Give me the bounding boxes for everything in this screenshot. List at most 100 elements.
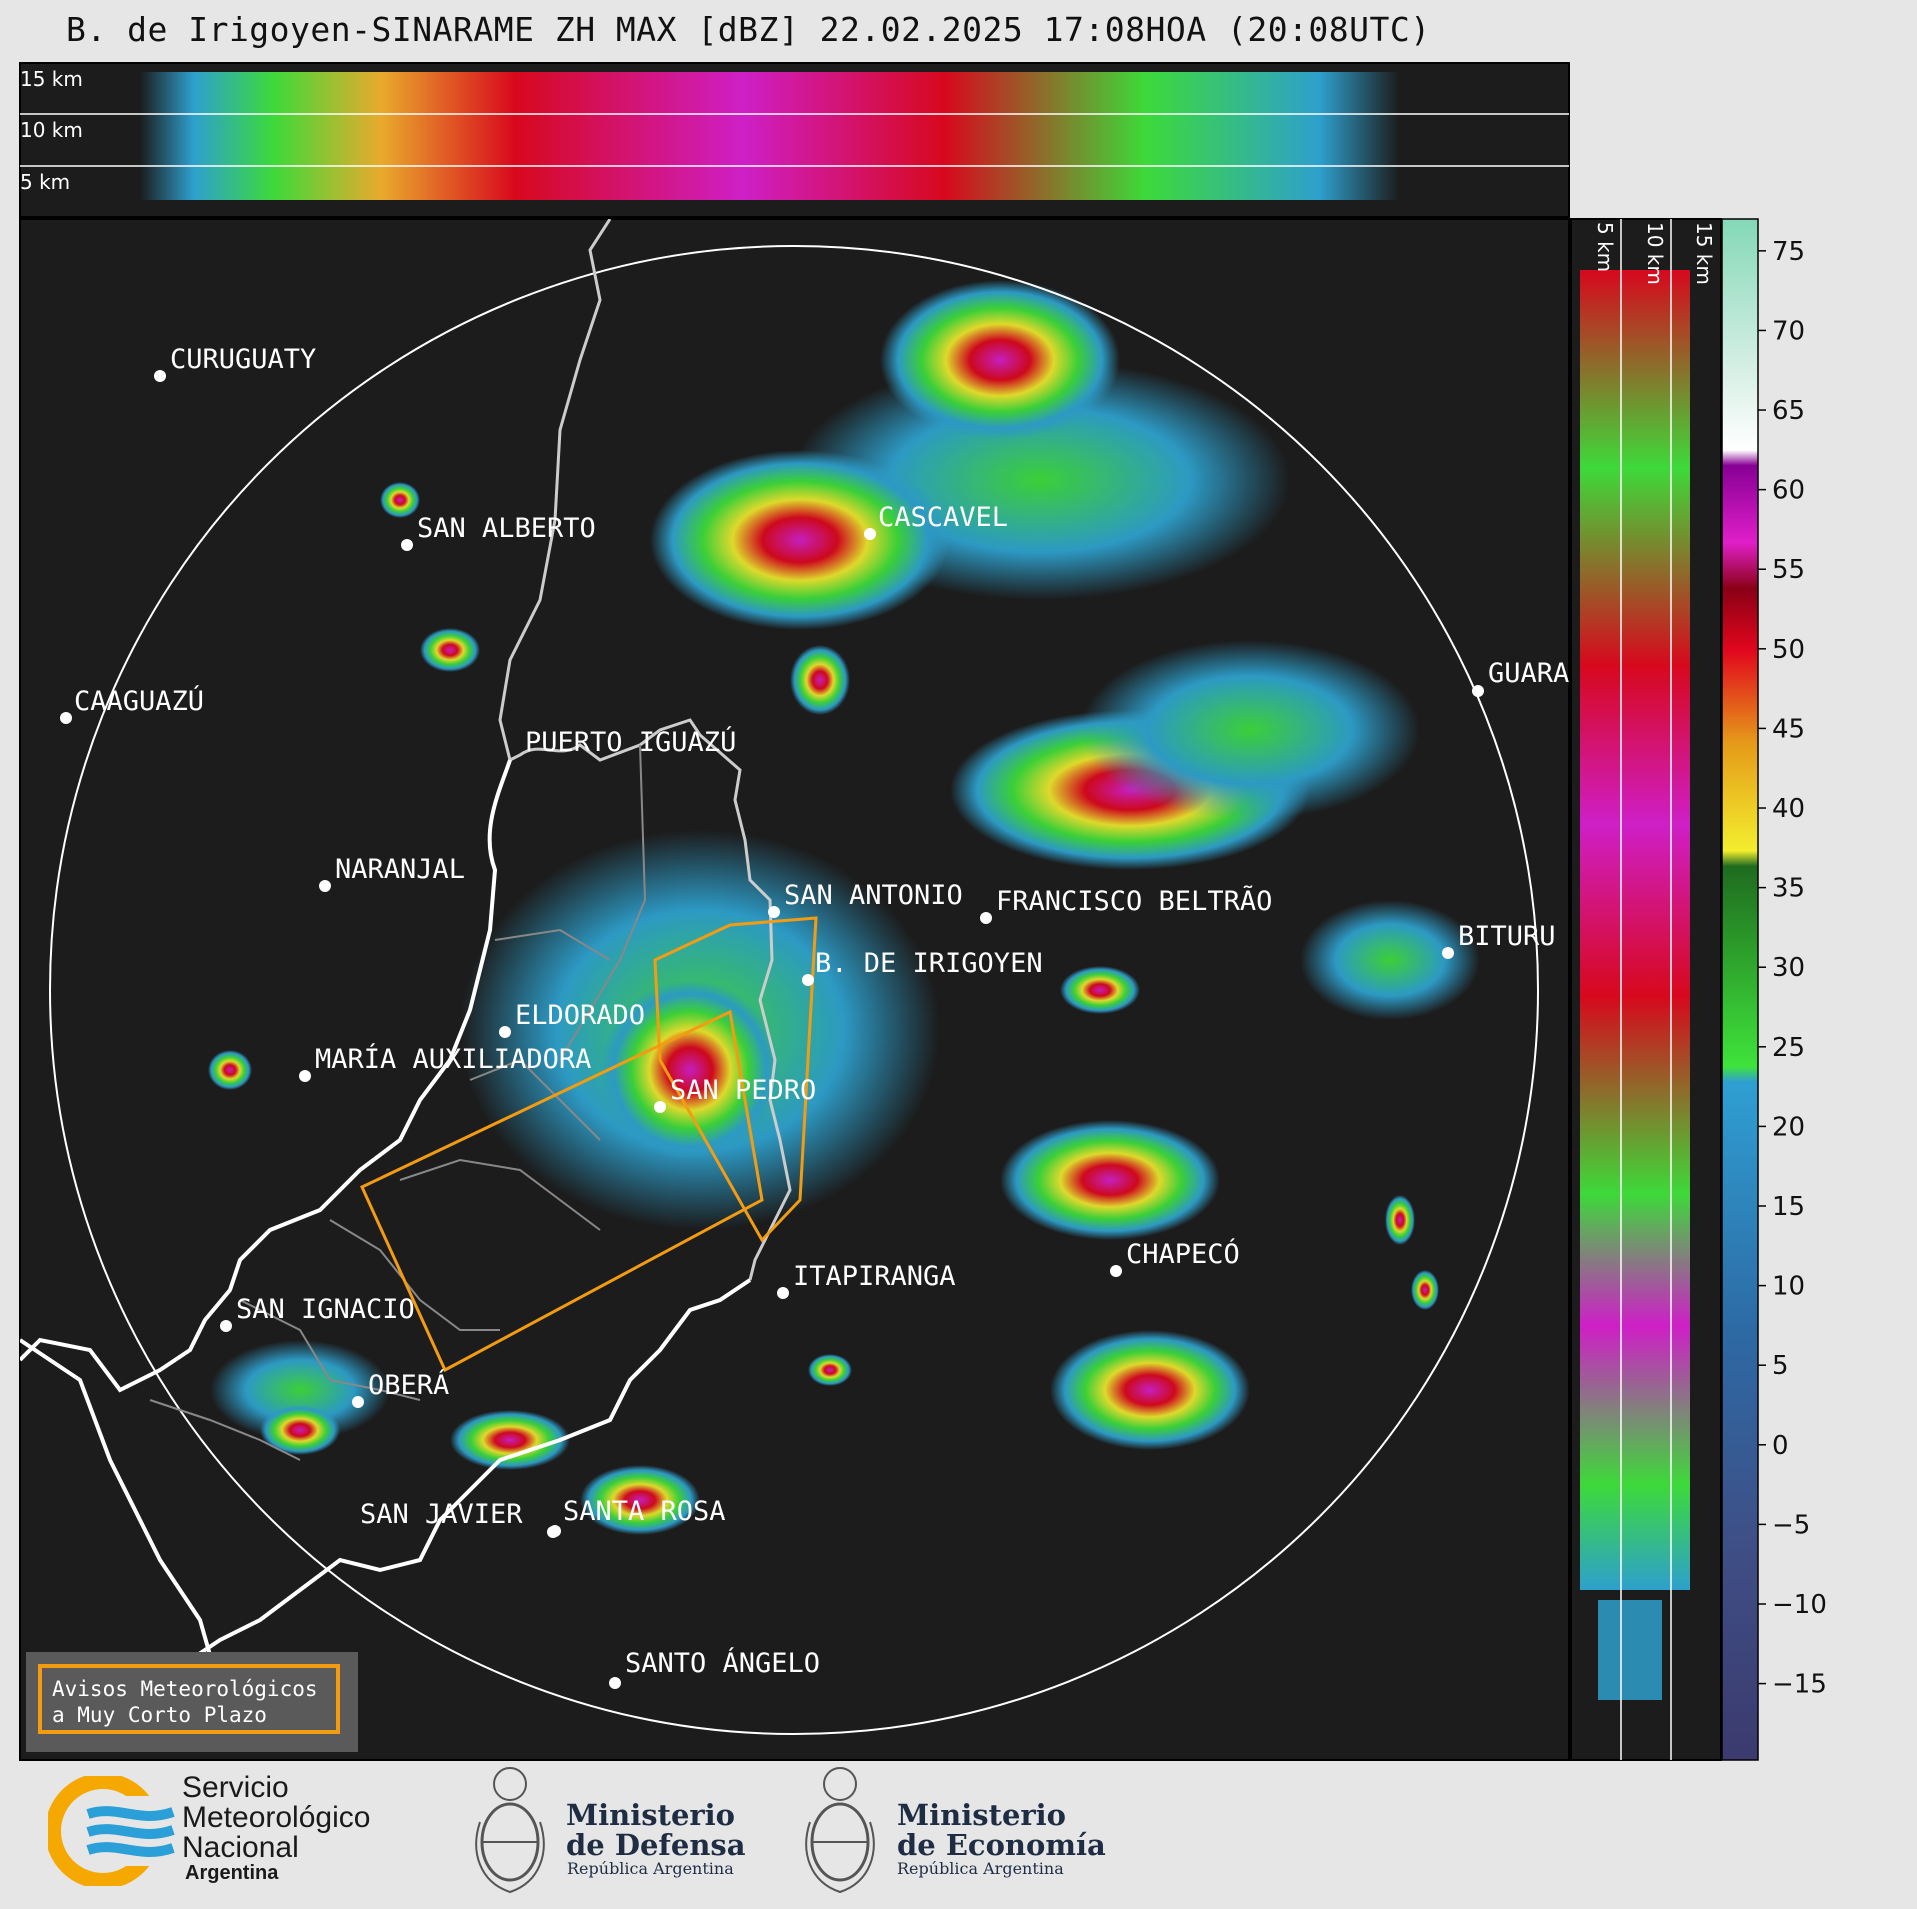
defensa-logo-text: Ministerio de Defensa — [566, 1800, 746, 1860]
smn-line-4: Argentina — [185, 1862, 279, 1884]
defensa-line-2: de Defensa — [566, 1828, 746, 1862]
city-label: SANTO ÁNGELO — [625, 1647, 820, 1679]
smn-line-1: Servicio — [182, 1771, 289, 1804]
city-label: ITAPIRANGA — [793, 1261, 956, 1292]
city-dot — [220, 1320, 232, 1332]
warning-polygon-south — [360, 1009, 764, 1373]
economia-line-3: República Argentina — [897, 1859, 1064, 1878]
legend-line-2: a Muy Corto Plazo — [52, 1703, 267, 1727]
city-dot — [802, 974, 814, 986]
smn-line-2: Meteorológico — [182, 1801, 371, 1834]
city-markers: CURUGUATY SAN ALBERTO CASCAVEL CAAGUAZÚ GUAR… — [60, 344, 1569, 1689]
colorbar-tick-label: −15 — [1772, 1670, 1827, 1700]
city-label: CHAPECÓ — [1126, 1238, 1240, 1270]
colorbar-tick-label: −5 — [1772, 1510, 1810, 1540]
city-label: B. DE IRIGOYEN — [815, 948, 1043, 979]
city-dot — [299, 1070, 311, 1082]
legend-line-1: Avisos Meteorológicos — [52, 1677, 318, 1701]
colorbar-tick-label: 45 — [1772, 714, 1805, 744]
city-dot — [154, 370, 166, 382]
city-label: NARANJAL — [335, 854, 465, 885]
city-label: CAAGUAZÚ — [74, 685, 204, 717]
city-label: FRANCISCO BELTRÃO — [996, 885, 1272, 917]
colorbar-tick-label: −10 — [1772, 1590, 1827, 1620]
city-dot — [777, 1287, 789, 1299]
colorbar-tick-label: 25 — [1772, 1033, 1805, 1063]
colorbar-tick-label: 35 — [1772, 874, 1805, 904]
economia-logo-text: Ministerio de Economía — [897, 1800, 1106, 1860]
smn-line-3: Nacional — [182, 1831, 299, 1864]
city-label: ELDORADO — [515, 1000, 645, 1031]
city-label: CASCAVEL — [878, 502, 1008, 533]
city-dot — [980, 912, 992, 924]
argentina-border-south — [20, 1338, 222, 1691]
city-dot — [499, 1026, 511, 1038]
city-label: GUARA — [1488, 658, 1569, 689]
city-dot — [547, 1526, 559, 1538]
city-dot — [60, 712, 72, 724]
smn-logo-icon — [48, 1776, 175, 1886]
legend-warning-item: Avisos Meteorológicos a Muy Corto Plazo — [38, 1664, 340, 1734]
city-label: PUERTO IGUAZÚ — [525, 726, 736, 758]
coat-of-arms-economia-icon — [805, 1767, 875, 1894]
city-dot — [319, 880, 331, 892]
city-label: OBERÁ — [368, 1369, 449, 1401]
city-label: SAN ANTONIO — [784, 880, 963, 911]
colorbar-tick-label: 15 — [1772, 1192, 1805, 1222]
colorbar-tick-label: 0 — [1772, 1431, 1789, 1461]
city-dot — [654, 1101, 666, 1113]
top-label-5km: 5 km — [20, 170, 70, 194]
side-height-panel: 5 km 10 km 15 km — [1570, 218, 1722, 1761]
city-dot — [1472, 685, 1484, 697]
economia-line-1: Ministerio — [897, 1798, 1067, 1832]
colorbar-tick-label: 60 — [1772, 476, 1805, 506]
colorbar-tick-label: 10 — [1772, 1272, 1805, 1302]
city-label: MARÍA AUXILIADORA — [315, 1043, 591, 1075]
colorbar-tick-label: 55 — [1772, 555, 1805, 585]
reflectivity-echoes — [208, 280, 1480, 1535]
city-label: SANTA ROSA — [563, 1496, 726, 1527]
colorbar-tick-label: 5 — [1772, 1351, 1789, 1381]
argentina-border — [20, 759, 752, 1662]
city-label: SAN IGNACIO — [236, 1294, 415, 1325]
defensa-line-3: República Argentina — [567, 1859, 734, 1878]
city-dot — [401, 539, 413, 551]
page-title: B. de Irigoyen-SINARAME ZH MAX [dBZ] 22.… — [66, 10, 1431, 49]
side-label-15km: 15 km — [1692, 222, 1716, 285]
colorbar-tick-label: 50 — [1772, 635, 1805, 665]
city-label: SAN PEDRO — [670, 1075, 816, 1106]
range-ring — [49, 245, 1539, 1735]
smn-logo-text: Servicio Meteorológico Nacional — [182, 1773, 370, 1863]
warning-polygon-north — [653, 916, 818, 1243]
colorbar-tick-label: 30 — [1772, 953, 1805, 983]
radar-map: CURUGUATY SAN ALBERTO CASCAVEL CAAGUAZÚ GUAR… — [19, 218, 1570, 1761]
side-label-5km: 5 km — [1593, 222, 1617, 272]
department-boundaries — [149, 744, 647, 1461]
top-label-15km: 15 km — [20, 67, 83, 91]
city-label: SAN ALBERTO — [417, 513, 596, 544]
colorbar-tick-label: 70 — [1772, 316, 1805, 346]
side-label-10km: 10 km — [1643, 222, 1667, 285]
city-label: CURUGUATY — [170, 344, 316, 375]
top-height-panel: 15 km 10 km 5 km — [19, 62, 1570, 218]
city-dot — [1442, 947, 1454, 959]
city-dot — [352, 1396, 364, 1408]
city-label: SAN JAVIER — [360, 1499, 523, 1530]
city-dot — [1110, 1265, 1122, 1277]
coat-of-arms-defensa-icon — [475, 1767, 545, 1894]
colorbar-tick-label: 65 — [1772, 396, 1805, 426]
city-dot — [609, 1677, 621, 1689]
city-label: BITURU — [1458, 921, 1556, 952]
colorbar-tick-label: 75 — [1772, 237, 1805, 267]
country-border-paraguay-brazil — [498, 219, 792, 1281]
colorbar-tick-label: 40 — [1772, 794, 1805, 824]
economia-line-2: de Economía — [897, 1828, 1106, 1862]
colorbar-tick-label: 20 — [1772, 1112, 1805, 1142]
city-dot — [768, 906, 780, 918]
top-label-10km: 10 km — [20, 118, 83, 142]
city-dot — [864, 528, 876, 540]
defensa-line-1: Ministerio — [566, 1798, 736, 1832]
